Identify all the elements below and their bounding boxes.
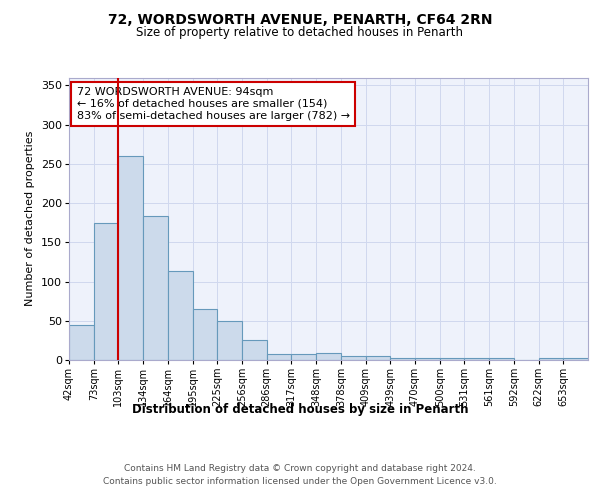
Bar xyxy=(539,358,563,360)
Bar xyxy=(217,321,242,360)
Text: Size of property relative to detached houses in Penarth: Size of property relative to detached ho… xyxy=(137,26,464,39)
Bar xyxy=(168,272,193,360)
Text: Contains public sector information licensed under the Open Government Licence v3: Contains public sector information licen… xyxy=(103,478,497,486)
Text: Distribution of detached houses by size in Penarth: Distribution of detached houses by size … xyxy=(132,402,468,415)
Bar xyxy=(69,326,94,360)
Bar xyxy=(341,356,365,360)
Bar xyxy=(292,354,316,360)
Bar xyxy=(390,358,415,360)
Bar xyxy=(563,358,588,360)
Bar xyxy=(94,224,118,360)
Bar xyxy=(143,216,168,360)
Y-axis label: Number of detached properties: Number of detached properties xyxy=(25,131,35,306)
Text: Contains HM Land Registry data © Crown copyright and database right 2024.: Contains HM Land Registry data © Crown c… xyxy=(124,464,476,473)
Bar xyxy=(489,358,514,360)
Bar xyxy=(415,358,440,360)
Bar xyxy=(464,358,489,360)
Bar xyxy=(316,353,341,360)
Text: 72, WORDSWORTH AVENUE, PENARTH, CF64 2RN: 72, WORDSWORTH AVENUE, PENARTH, CF64 2RN xyxy=(108,12,492,26)
Bar xyxy=(118,156,143,360)
Bar xyxy=(365,356,390,360)
Bar xyxy=(267,354,292,360)
Bar xyxy=(193,309,217,360)
Bar xyxy=(440,358,464,360)
Text: 72 WORDSWORTH AVENUE: 94sqm
← 16% of detached houses are smaller (154)
83% of se: 72 WORDSWORTH AVENUE: 94sqm ← 16% of det… xyxy=(77,88,350,120)
Bar xyxy=(242,340,267,360)
